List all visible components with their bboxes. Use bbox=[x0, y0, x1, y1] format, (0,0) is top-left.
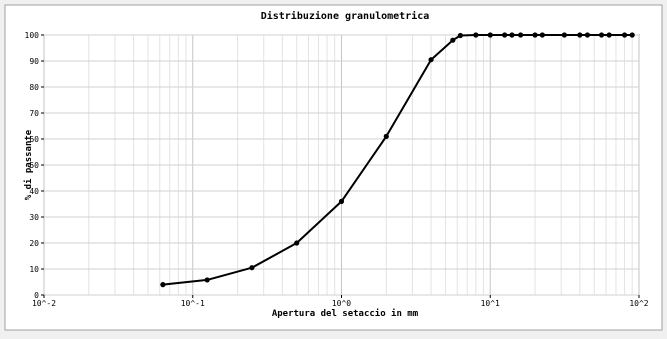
y-tick-label: 0 bbox=[34, 291, 39, 300]
data-point bbox=[487, 32, 493, 38]
x-axis-label: Apertura del setaccio in mm bbox=[272, 308, 419, 319]
data-point bbox=[428, 57, 434, 63]
x-tick-label: 10^2 bbox=[629, 299, 648, 308]
data-point bbox=[577, 32, 583, 38]
data-point bbox=[204, 277, 210, 283]
data-point bbox=[561, 32, 567, 38]
data-point bbox=[450, 37, 456, 43]
data-point bbox=[502, 32, 508, 38]
x-tick-label: 10^0 bbox=[332, 299, 351, 308]
data-point bbox=[629, 32, 635, 38]
tick-layer: 10^-2 10^-1 10^0 10^1 10^2 0 10 20 30 40 50 60 70 80 9… bbox=[25, 31, 649, 308]
data-point bbox=[338, 198, 345, 204]
y-axis-label: % di passante bbox=[23, 129, 34, 200]
data-point bbox=[584, 32, 591, 38]
y-tick-label: 90 bbox=[29, 57, 39, 66]
x-tick-label: 10^-1 bbox=[181, 299, 205, 308]
x-tick-label: 10^-2 bbox=[32, 299, 56, 308]
data-point bbox=[457, 32, 464, 39]
y-tick-label: 100 bbox=[25, 31, 40, 40]
y-tick-label: 10 bbox=[29, 265, 39, 274]
data-point bbox=[606, 32, 612, 38]
data-point bbox=[294, 240, 300, 246]
y-tick-label: 50 bbox=[29, 161, 39, 170]
x-tick-label: 10^1 bbox=[481, 299, 500, 308]
y-tick-label: 20 bbox=[29, 239, 39, 248]
grid-layer bbox=[43, 34, 640, 296]
data-point bbox=[539, 32, 545, 38]
chart-title: Distribuzione granulometrica bbox=[261, 10, 430, 22]
y-tick-label: 40 bbox=[29, 187, 39, 196]
y-tick-label: 80 bbox=[29, 83, 39, 92]
data-point bbox=[518, 32, 524, 38]
data-point bbox=[598, 32, 605, 38]
data-point bbox=[249, 265, 255, 271]
data-point bbox=[509, 32, 515, 38]
y-tick-label: 70 bbox=[29, 109, 39, 118]
data-point bbox=[621, 32, 628, 38]
series-layer bbox=[160, 32, 635, 288]
data-point bbox=[473, 32, 479, 38]
data-point bbox=[160, 282, 166, 288]
y-tick-label: 60 bbox=[29, 135, 39, 144]
y-tick-label: 30 bbox=[29, 213, 39, 222]
data-point bbox=[383, 133, 389, 139]
data-point bbox=[532, 32, 538, 38]
